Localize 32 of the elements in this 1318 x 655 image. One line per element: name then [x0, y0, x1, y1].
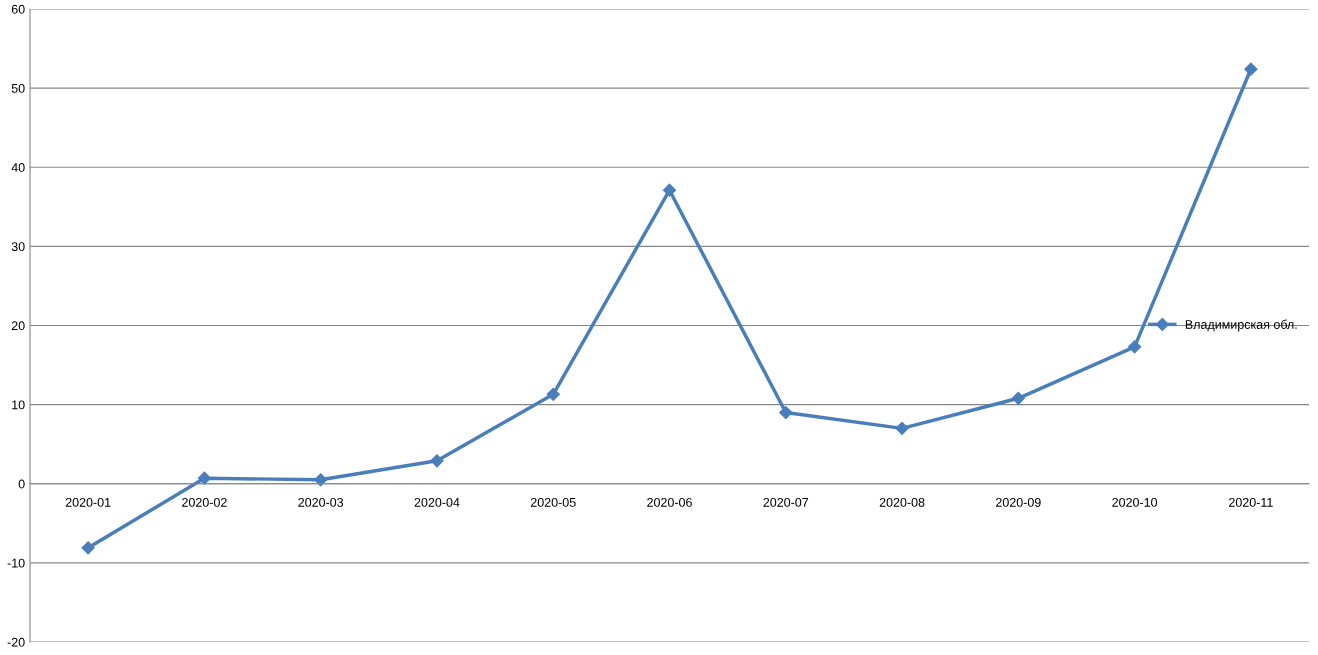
x-tick-label: 2020-10: [1112, 497, 1158, 507]
x-tick-label: 2020-07: [763, 497, 809, 507]
y-tick-label: -20: [7, 637, 25, 647]
y-tick-label: 50: [11, 83, 25, 93]
y-tick-label: 40: [11, 163, 25, 172]
y-tick-label: 10: [12, 400, 25, 410]
x-tick-label: 2020-09: [996, 497, 1041, 507]
x-tick-label: 2020-08: [879, 497, 925, 507]
y-tick-label: 60: [11, 4, 25, 14]
x-tick-label: 2020-02: [182, 497, 227, 507]
y-tick-label: 0: [18, 479, 25, 489]
point: [546, 387, 560, 401]
x-tick-label: 2020-03: [298, 497, 344, 507]
x-tick-label: 2020-11: [1229, 497, 1273, 507]
point: [197, 471, 211, 485]
point: [1244, 62, 1258, 76]
point: [81, 541, 95, 555]
point: [1128, 340, 1142, 354]
x-tick-label: 2020-01: [65, 497, 111, 507]
point: [314, 473, 328, 487]
point: [1011, 391, 1025, 405]
point: [895, 421, 909, 435]
y-tick-label: 30: [11, 242, 25, 252]
point: [662, 183, 677, 197]
legend-label: Владимирская обл.: [1185, 319, 1297, 332]
point: [779, 405, 793, 420]
y-tick-label: -10: [7, 558, 25, 568]
point: [430, 454, 444, 468]
x-tick-label: 2020-06: [647, 497, 692, 507]
x-tick-label: 2020-04: [414, 497, 460, 507]
x-tick-label: 2020-05: [530, 497, 576, 507]
y-tick-label: 20: [11, 321, 25, 331]
